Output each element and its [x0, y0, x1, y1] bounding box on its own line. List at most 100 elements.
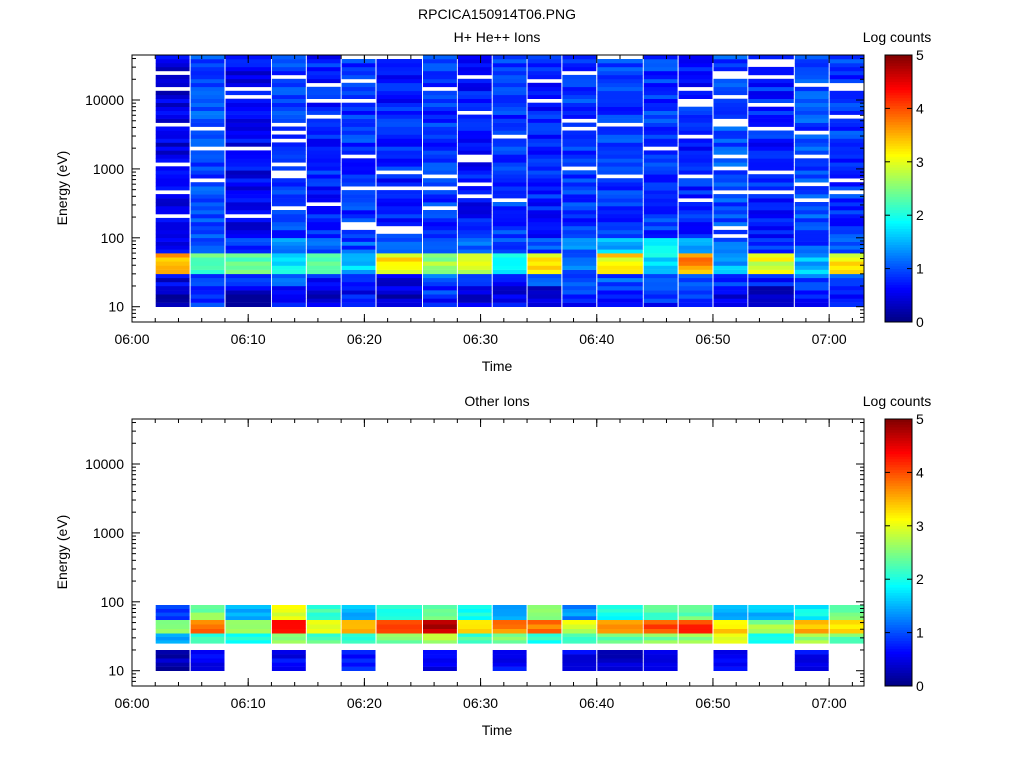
- heatmap-cell: [457, 162, 492, 167]
- heatmap-cell: [527, 619, 562, 625]
- heatmap-cell: [155, 616, 190, 620]
- heatmap-cell: [306, 217, 341, 223]
- colorbar-segment: [885, 289, 912, 294]
- heatmap-cell: [748, 138, 794, 143]
- heatmap-cell: [306, 273, 341, 279]
- colorbar-segment: [885, 624, 912, 628]
- heatmap-cell: [457, 94, 492, 99]
- heatmap-cell: [794, 55, 829, 60]
- heatmap-cell: [794, 221, 829, 227]
- heatmap-cell: [643, 229, 678, 235]
- heatmap-cell: [643, 214, 678, 219]
- heatmap-cell: [713, 286, 748, 291]
- heatmap-cell: [643, 122, 678, 127]
- colorbar-segment: [885, 451, 912, 455]
- heatmap-cell: [423, 269, 457, 275]
- colorbar-segment: [885, 581, 912, 585]
- heatmap-cell: [527, 182, 562, 187]
- colorbar-segment: [885, 683, 912, 687]
- heatmap-cell: [306, 126, 341, 131]
- colorbar-segment: [885, 629, 912, 633]
- heatmap-cell: [341, 650, 376, 655]
- heatmap-cell: [713, 202, 748, 207]
- heatmap-cell: [643, 86, 678, 92]
- heatmap-cell: [306, 154, 341, 159]
- heatmap-cell: [225, 612, 271, 617]
- heatmap-cell: [562, 624, 597, 629]
- colorbar-segment: [885, 632, 912, 636]
- heatmap-cell: [597, 233, 643, 239]
- colorbar-segment: [885, 603, 912, 607]
- heatmap-cell: [271, 241, 306, 246]
- heatmap-cell: [271, 608, 306, 613]
- heatmap-cell: [492, 154, 527, 159]
- heatmap-cell: [829, 142, 864, 147]
- colorbar-segment: [885, 477, 912, 481]
- heatmap-cell: [643, 281, 678, 287]
- heatmap-cell: [376, 182, 422, 187]
- heatmap-cell: [562, 186, 597, 191]
- heatmap-cell: [597, 182, 643, 187]
- heatmap-cell: [341, 666, 376, 671]
- heatmap-cell: [190, 154, 225, 159]
- colorbar-segment: [885, 207, 912, 211]
- heatmap-cell: [527, 298, 562, 303]
- heatmap-cell: [190, 110, 225, 115]
- heatmap-cell: [306, 110, 341, 115]
- heatmap-cell: [748, 302, 794, 307]
- heatmap-cell: [457, 277, 492, 283]
- heatmap-cell: [190, 265, 225, 270]
- heatmap-cell: [225, 237, 271, 242]
- x-tick-label: 06:50: [695, 331, 730, 347]
- heatmap-cell: [457, 70, 492, 76]
- heatmap-cell: [225, 82, 271, 88]
- heatmap-cell: [225, 225, 271, 231]
- heatmap-cell: [271, 636, 306, 641]
- heatmap-cell: [794, 134, 829, 139]
- heatmap-cell: [492, 102, 527, 107]
- heatmap-cell: [225, 636, 271, 641]
- heatmap-cell: [271, 257, 306, 262]
- heatmap-cell: [597, 150, 643, 155]
- colorbar-tick-label: 5: [916, 47, 924, 63]
- heatmap-cell: [748, 225, 794, 231]
- colorbar-segment: [885, 71, 912, 75]
- heatmap-cell: [829, 273, 864, 279]
- heatmap-cell: [678, 126, 713, 131]
- heatmap-cell: [376, 261, 422, 266]
- heatmap-cell: [271, 198, 306, 203]
- y-tick-label: 10: [108, 299, 124, 315]
- heatmap-cell: [190, 106, 225, 111]
- heatmap-cell: [643, 78, 678, 84]
- heatmap-cell: [748, 608, 794, 613]
- heatmap-cell: [748, 616, 794, 620]
- colorbar-segment: [885, 268, 912, 272]
- heatmap-cell: [748, 253, 794, 258]
- heatmap-cell: [155, 273, 190, 279]
- heatmap-cell: [271, 59, 306, 64]
- heatmap-cell: [225, 294, 271, 299]
- heatmap-cell: [794, 636, 829, 641]
- heatmap-cell: [155, 277, 190, 283]
- colorbar-segment: [885, 464, 912, 468]
- colorbar-tick-label: 2: [916, 207, 924, 223]
- heatmap-cell: [678, 178, 713, 183]
- heatmap-cell: [225, 221, 271, 227]
- heatmap-cell: [678, 245, 713, 250]
- panel-h-he-ions: H+ He++ Ions 06:00 06:10 06:20 06:30 06:40 06…: [54, 29, 931, 374]
- heatmap-cell: [271, 158, 306, 163]
- x-tick-label: 06:10: [231, 695, 266, 711]
- heatmap-cell: [678, 114, 713, 119]
- heatmap-cell: [341, 118, 376, 123]
- heatmap-cell: [376, 142, 422, 147]
- heatmap-cell: [713, 298, 748, 303]
- heatmap-cell: [457, 126, 492, 131]
- heatmap-cell: [794, 166, 829, 171]
- heatmap-cell: [597, 102, 643, 107]
- heatmap-cell: [597, 269, 643, 275]
- panel-title: Other Ions: [464, 393, 529, 409]
- heatmap-cell: [457, 86, 492, 92]
- heatmap-cell: [829, 55, 864, 60]
